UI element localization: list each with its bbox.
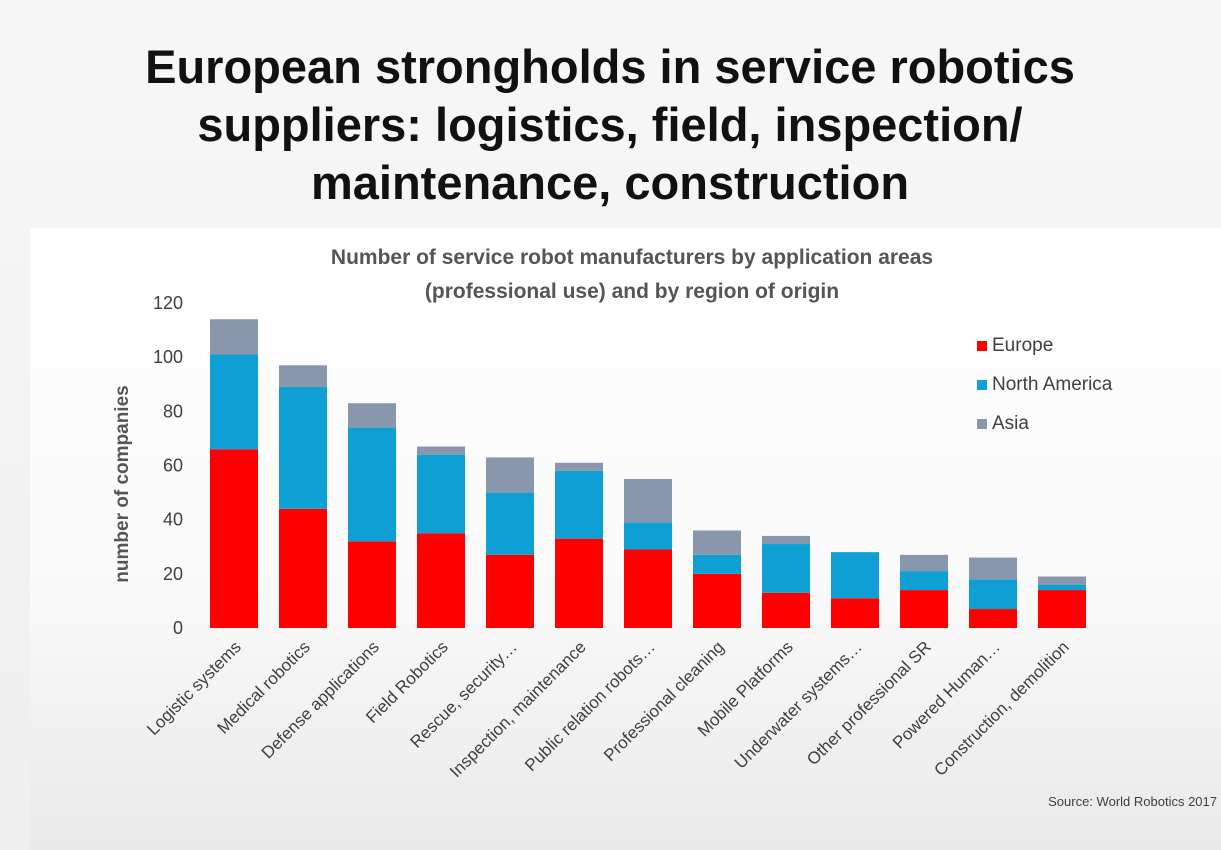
legend-swatch-asia xyxy=(977,419,987,429)
x-tick-label-9: Underwater systems… xyxy=(731,637,866,772)
bar-segment-north-america-12 xyxy=(1038,584,1086,591)
x-tick-label-12: Construction, demolition xyxy=(930,637,1072,779)
bar-segment-asia-2 xyxy=(348,403,396,428)
bars xyxy=(210,319,1086,628)
y-tick-label-20: 20 xyxy=(163,564,183,584)
bar-segment-europe-1 xyxy=(279,508,327,628)
bar-segment-europe-3 xyxy=(417,533,465,628)
bar-segment-europe-6 xyxy=(624,549,672,628)
x-tick-label-2: Defense applications xyxy=(258,637,383,762)
x-tick-label-6: Public relation robots… xyxy=(521,637,659,775)
legend: Europe North America Asia xyxy=(977,335,1113,434)
y-tick-label-80: 80 xyxy=(163,401,183,421)
bar-segment-europe-10 xyxy=(900,590,948,628)
bar-segment-north-america-7 xyxy=(693,554,741,574)
bar-segment-asia-0 xyxy=(210,319,258,355)
legend-swatch-europe xyxy=(977,341,987,351)
y-axis-label: number of companies xyxy=(112,385,133,582)
bar-segment-north-america-6 xyxy=(624,522,672,550)
bar-segment-europe-12 xyxy=(1038,590,1086,628)
bar-segment-asia-5 xyxy=(555,462,603,471)
y-tick-label-0: 0 xyxy=(173,618,183,638)
slide-title: European strongholds in service robotics… xyxy=(60,38,1160,212)
bar-segment-north-america-3 xyxy=(417,454,465,534)
y-tick-label-60: 60 xyxy=(163,456,183,476)
bar-segment-north-america-4 xyxy=(486,492,534,555)
slide-title-line-2: suppliers: logistics, field, inspection/ xyxy=(197,98,1023,151)
bar-segment-asia-11 xyxy=(969,557,1017,580)
y-tick-label-100: 100 xyxy=(153,347,183,367)
bar-segment-north-america-9 xyxy=(831,552,879,599)
chart-title-line-1: Number of service robot manufacturers by… xyxy=(331,246,933,269)
bar-segment-europe-8 xyxy=(762,592,810,628)
x-tick-label-5: Inspection, maintenance xyxy=(446,637,590,781)
y-tick-label-120: 120 xyxy=(153,293,183,313)
bar-segment-asia-1 xyxy=(279,365,327,387)
source-note: Source: World Robotics 2017 xyxy=(1048,794,1217,809)
legend-label-asia: Asia xyxy=(992,413,1029,434)
legend-swatch-north-america xyxy=(977,380,987,390)
x-tick-label-7: Professional cleaning xyxy=(600,637,728,765)
bar-segment-europe-11 xyxy=(969,609,1017,628)
bar-segment-north-america-10 xyxy=(900,571,948,591)
chart-title-line-2: (professional use) and by region of orig… xyxy=(425,280,839,303)
x-tick-label-10: Other professional SR xyxy=(803,637,935,769)
bar-segment-asia-3 xyxy=(417,446,465,455)
bar-segment-asia-12 xyxy=(1038,576,1086,585)
bar-segment-north-america-0 xyxy=(210,354,258,450)
bar-segment-north-america-1 xyxy=(279,386,327,509)
slide-title-line-3: maintenance, construction xyxy=(310,156,910,209)
y-tick-label-40: 40 xyxy=(163,510,183,530)
bar-segment-asia-4 xyxy=(486,457,534,493)
bar-segment-europe-7 xyxy=(693,573,741,628)
bar-segment-asia-6 xyxy=(624,479,672,523)
bar-segment-europe-2 xyxy=(348,541,396,628)
bar-segment-europe-4 xyxy=(486,554,534,628)
bar-segment-asia-7 xyxy=(693,530,741,555)
bar-segment-asia-10 xyxy=(900,554,948,572)
bar-segment-europe-9 xyxy=(831,598,879,628)
bar-segment-north-america-8 xyxy=(762,544,810,593)
bar-segment-asia-8 xyxy=(762,535,810,545)
bar-segment-europe-5 xyxy=(555,538,603,628)
legend-label-north-america: North America xyxy=(992,374,1113,395)
bar-segment-north-america-2 xyxy=(348,427,396,542)
slide-title-line-1: European strongholds in service robotics xyxy=(145,40,1075,93)
bar-segment-north-america-5 xyxy=(555,470,603,539)
legend-label-europe: Europe xyxy=(992,335,1053,356)
bar-segment-north-america-11 xyxy=(969,579,1017,610)
y-axis-ticks: 0 20 40 60 80 100 120 xyxy=(153,293,183,638)
bar-segment-europe-0 xyxy=(210,449,258,628)
